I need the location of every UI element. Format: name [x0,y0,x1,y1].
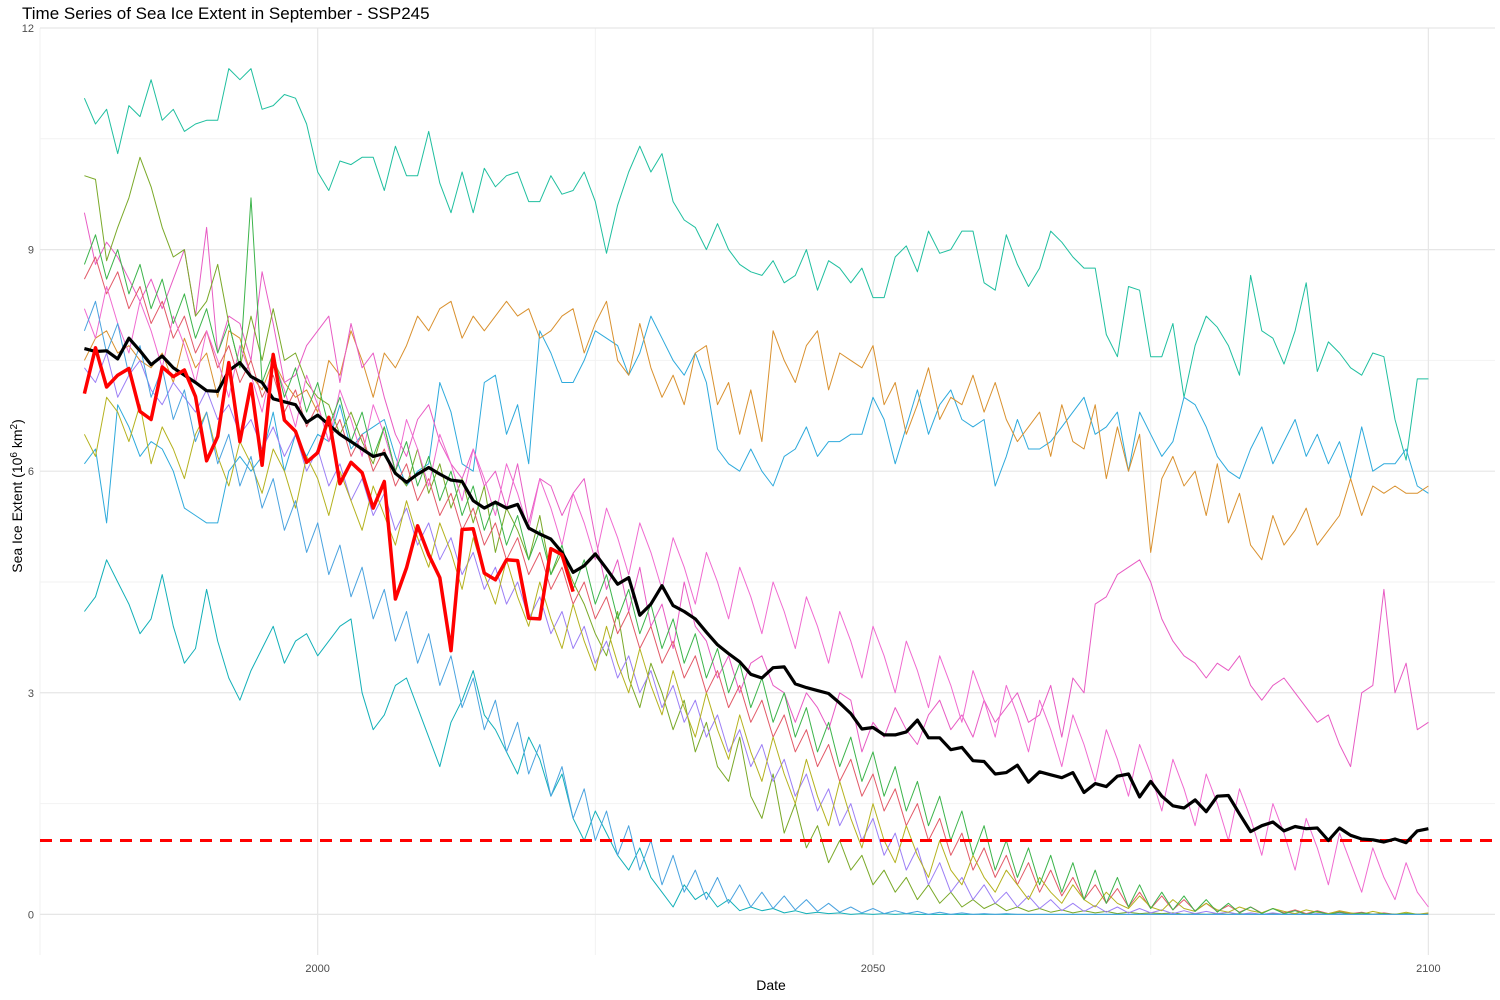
x-tick-labels: 2000 2050 2100 [305,963,1440,975]
model-series-line [84,559,1429,915]
model-series-line [83,68,1429,461]
y-tick-label: 12 [22,23,34,35]
model-series-line [83,286,1429,908]
y-tick-labels: 0 3 6 9 12 [22,23,34,921]
ensemble-mean-layer [83,336,1429,845]
minor-gridlines [39,28,1495,955]
model-series-line [84,352,1429,915]
x-tick-label: 2000 [305,963,329,975]
model-series-line [83,300,1429,561]
y-tick-label: 3 [28,688,34,700]
x-tick-label: 2050 [861,963,885,975]
model-series-line [83,197,1429,915]
ensemble-mean-line [83,336,1429,845]
model-series-group [83,68,1429,915]
y-tick-label: 9 [28,245,34,257]
model-series-line [84,315,1429,524]
model-series-line [83,300,1429,915]
model-series-line [83,212,1429,768]
x-axis-label: Date [756,977,786,993]
major-gridlines [40,27,1495,955]
y-tick-label: 0 [28,909,34,921]
y-tick-label: 6 [28,466,34,478]
chart-title: Time Series of Sea Ice Extent in Septemb… [22,4,430,23]
y-axis-label: Sea Ice Extent (106 km2) [9,419,25,573]
observed-series-line [82,346,575,653]
x-tick-label: 2100 [1416,963,1440,975]
model-series-line [83,256,1429,915]
model-series-line [84,156,1429,915]
observed-layer [82,346,575,653]
